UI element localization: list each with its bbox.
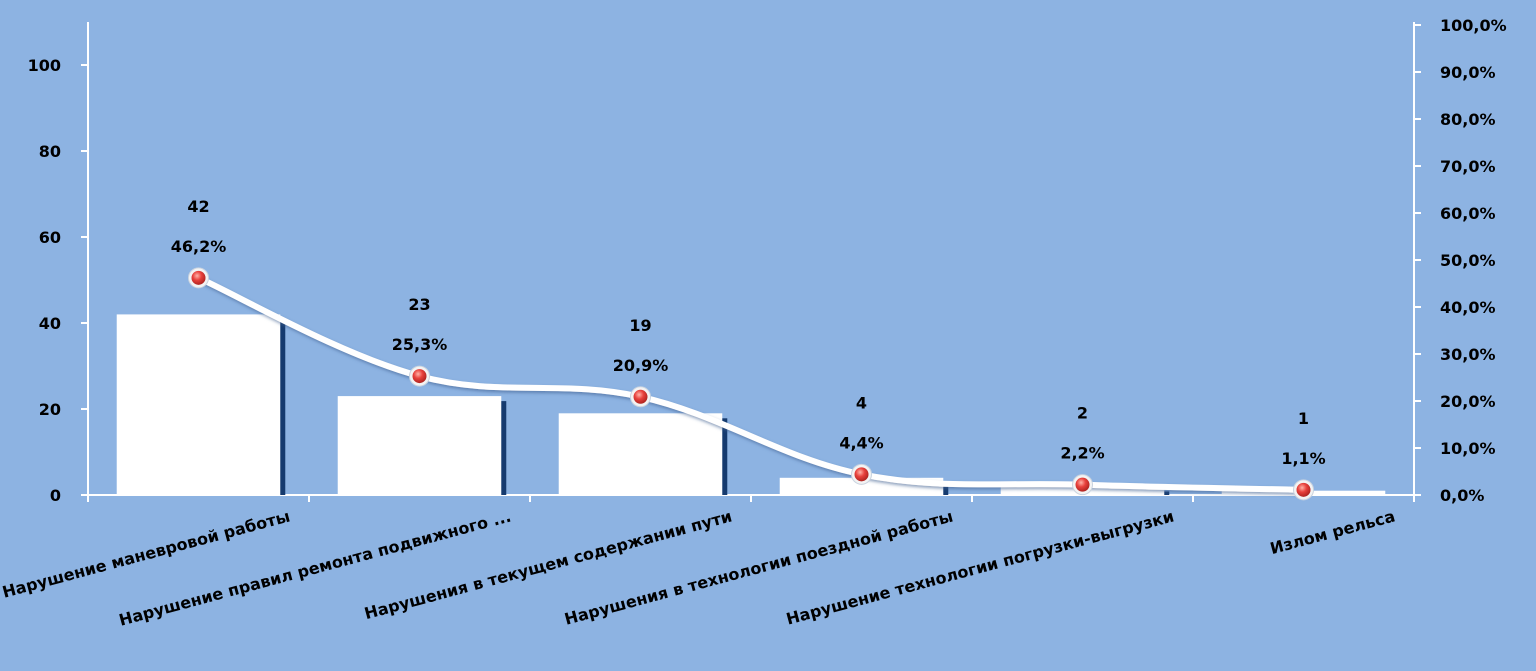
line-value-label: 46,2% bbox=[171, 237, 227, 256]
left-axis-tick-label: 20 bbox=[39, 400, 61, 419]
bar bbox=[116, 314, 281, 495]
right-axis-tick-label: 40,0% bbox=[1440, 298, 1496, 317]
bar-value-label: 1 bbox=[1298, 409, 1309, 428]
category-label: Нарушения в текущем содержании пути bbox=[362, 507, 734, 624]
left-axis-tick-label: 100 bbox=[28, 56, 61, 75]
category-label: Нарушения в технологии поездной работы bbox=[562, 507, 955, 629]
line-value-label: 25,3% bbox=[392, 335, 448, 354]
line-value-label: 20,9% bbox=[613, 356, 669, 375]
right-axis-tick-label: 70,0% bbox=[1440, 157, 1496, 176]
right-axis-tick-label: 50,0% bbox=[1440, 251, 1496, 270]
line-marker bbox=[1075, 477, 1090, 492]
category-label: Нарушение правил ремонта подвижного ... bbox=[117, 507, 513, 630]
line-marker bbox=[854, 467, 869, 482]
line-marker bbox=[412, 369, 427, 384]
left-axis-tick-label: 80 bbox=[39, 142, 61, 161]
bar-value-label: 42 bbox=[187, 197, 209, 216]
line-marker bbox=[191, 270, 206, 285]
right-axis-tick-label: 10,0% bbox=[1440, 439, 1496, 458]
bar bbox=[558, 413, 723, 495]
line-marker bbox=[633, 389, 648, 404]
right-axis-tick-label: 60,0% bbox=[1440, 204, 1496, 223]
bar-value-label: 4 bbox=[856, 393, 867, 412]
right-axis-tick-label: 90,0% bbox=[1440, 63, 1496, 82]
category-label: Излом рельса bbox=[1268, 507, 1397, 559]
line-value-label: 2,2% bbox=[1060, 444, 1104, 463]
left-axis-tick-label: 0 bbox=[50, 486, 61, 505]
line-value-label: 1,1% bbox=[1281, 449, 1325, 468]
bar-value-label: 23 bbox=[408, 295, 430, 314]
category-label: Нарушение технологии погрузки-выгрузки bbox=[784, 507, 1176, 629]
right-axis-tick-label: 80,0% bbox=[1440, 110, 1496, 129]
cumulative-line bbox=[195, 274, 1307, 493]
line-marker bbox=[1296, 482, 1311, 497]
bar-value-label: 2 bbox=[1077, 404, 1088, 423]
bar-value-label: 19 bbox=[629, 316, 651, 335]
bar bbox=[337, 396, 502, 495]
right-axis-tick-label: 30,0% bbox=[1440, 345, 1496, 364]
left-axis-tick-label: 40 bbox=[39, 314, 61, 333]
right-axis-tick-label: 100,0% bbox=[1440, 16, 1507, 35]
left-axis-tick-label: 60 bbox=[39, 228, 61, 247]
right-axis-tick-label: 20,0% bbox=[1440, 392, 1496, 411]
right-axis-tick-label: 0,0% bbox=[1440, 486, 1484, 505]
line-value-label: 4,4% bbox=[839, 433, 883, 452]
